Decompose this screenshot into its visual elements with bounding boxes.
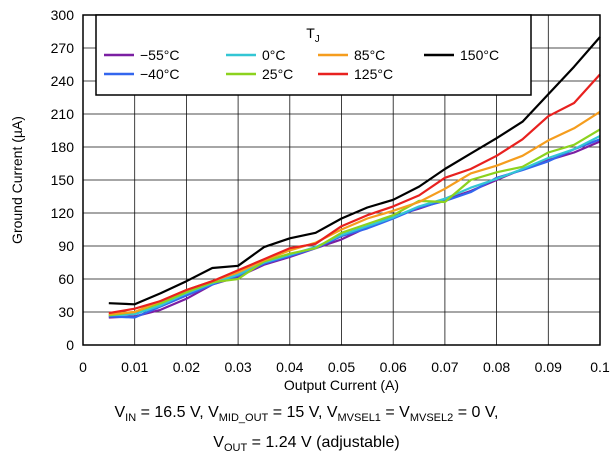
legend-label: 150°C [460, 47, 499, 63]
y-tick-label: 90 [58, 238, 74, 254]
caption-text: = 1.24 V (adjustable) [247, 434, 400, 451]
legend-label: −40°C [140, 66, 179, 82]
x-tick-label: 0.07 [431, 359, 458, 375]
x-tick-labels: 0 0.01 0.02 0.03 0.04 0.05 0.06 0.07 0.08 0.09 0.1 [79, 359, 610, 375]
x-tick-label: 0.02 [173, 359, 200, 375]
y-tick-label: 180 [51, 139, 75, 155]
legend-title-main: T [306, 25, 315, 41]
caption-text: = 0 V, [453, 404, 499, 421]
y-tick-label: 60 [58, 271, 74, 287]
caption-text: = V [380, 404, 410, 421]
caption-text: V [213, 434, 224, 451]
ground-current-chart: 0 0.01 0.02 0.03 0.04 0.05 0.06 0.07 0.08 0.09 0.1… [9, 7, 610, 393]
series-lines [108, 36, 601, 319]
y-tick-label: 300 [51, 7, 75, 23]
caption-subscript: IN [125, 412, 137, 425]
caption-line-1: VIN = 16.5 V, VMID_OUT = 15 V, VMVSEL1 =… [0, 404, 613, 424]
y-tick-labels: 0 30 60 90 120 150 180 210 240 270 300 [51, 7, 75, 353]
legend-label: 125°C [354, 66, 393, 82]
caption-text: V [114, 404, 126, 421]
legend-label: 85°C [354, 47, 385, 63]
y-axis-title: Ground Current (µA) [9, 116, 25, 244]
caption-subscript: MID_OUT [218, 412, 269, 425]
y-tick-label: 210 [51, 106, 75, 122]
caption-subscript: MVSEL1 [337, 412, 381, 425]
caption-text: = 15 V, V [268, 404, 338, 421]
x-tick-label: 0.08 [483, 359, 510, 375]
x-tick-label: 0.05 [328, 359, 355, 375]
y-tick-label: 240 [51, 73, 75, 89]
x-tick-label: 0.1 [590, 359, 610, 375]
x-tick-label: 0 [79, 359, 87, 375]
legend: TJ −55°C −40°C 0°C 25°C 85°C 125°C 150°C [95, 14, 532, 96]
legend-items: −55°C −40°C 0°C 25°C 85°C 125°C 150°C [104, 47, 499, 82]
x-tick-label: 0.03 [224, 359, 251, 375]
x-tick-label: 0.06 [380, 359, 407, 375]
legend-title-sub: J [315, 34, 320, 45]
caption-text: = 16.5 V, V [136, 404, 219, 421]
y-tick-label: 0 [66, 337, 74, 353]
caption-subscript: MVSEL2 [409, 412, 454, 425]
y-tick-label: 120 [51, 205, 75, 221]
y-tick-label: 30 [58, 304, 74, 320]
series-line [108, 135, 601, 317]
series-line [108, 73, 601, 315]
x-tick-label: 0.04 [276, 359, 303, 375]
legend-title: TJ [306, 25, 320, 45]
legend-box [95, 14, 532, 96]
x-axis-title: Output Current (A) [284, 377, 399, 393]
legend-label: −55°C [140, 47, 179, 63]
legend-label: 25°C [262, 66, 293, 82]
y-tick-label: 150 [51, 172, 75, 188]
legend-label: 0°C [262, 47, 286, 63]
x-tick-label: 0.09 [535, 359, 562, 375]
caption-subscript: OUT [223, 442, 248, 455]
series-line [108, 36, 601, 306]
y-tick-label: 270 [51, 40, 75, 56]
series-line [108, 128, 601, 317]
x-tick-label: 0.01 [121, 359, 148, 375]
caption-line-2: VOUT = 1.24 V (adjustable) [0, 434, 613, 454]
